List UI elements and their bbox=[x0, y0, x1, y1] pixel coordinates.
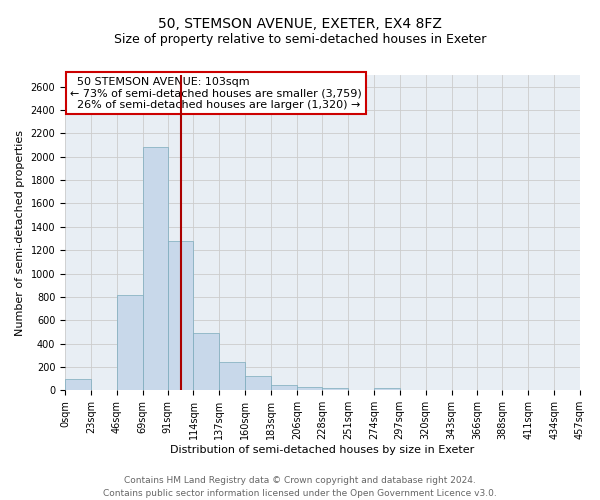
Bar bbox=[271, 384, 297, 390]
Bar bbox=[297, 387, 322, 390]
X-axis label: Distribution of semi-detached houses by size in Exeter: Distribution of semi-detached houses by … bbox=[170, 445, 475, 455]
Text: Size of property relative to semi-detached houses in Exeter: Size of property relative to semi-detach… bbox=[114, 32, 486, 46]
Text: Contains HM Land Registry data © Crown copyright and database right 2024.
Contai: Contains HM Land Registry data © Crown c… bbox=[103, 476, 497, 498]
Bar bbox=[117, 294, 143, 390]
Bar bbox=[143, 148, 167, 390]
Bar bbox=[374, 388, 400, 390]
Bar bbox=[167, 241, 193, 390]
Bar bbox=[65, 378, 91, 390]
Bar bbox=[322, 388, 348, 390]
Y-axis label: Number of semi-detached properties: Number of semi-detached properties bbox=[15, 130, 25, 336]
Bar bbox=[220, 362, 245, 390]
Bar bbox=[193, 333, 220, 390]
Bar bbox=[245, 376, 271, 390]
Text: 50, STEMSON AVENUE, EXETER, EX4 8FZ: 50, STEMSON AVENUE, EXETER, EX4 8FZ bbox=[158, 18, 442, 32]
Text: 50 STEMSON AVENUE: 103sqm
← 73% of semi-detached houses are smaller (3,759)
  26: 50 STEMSON AVENUE: 103sqm ← 73% of semi-… bbox=[70, 76, 362, 110]
